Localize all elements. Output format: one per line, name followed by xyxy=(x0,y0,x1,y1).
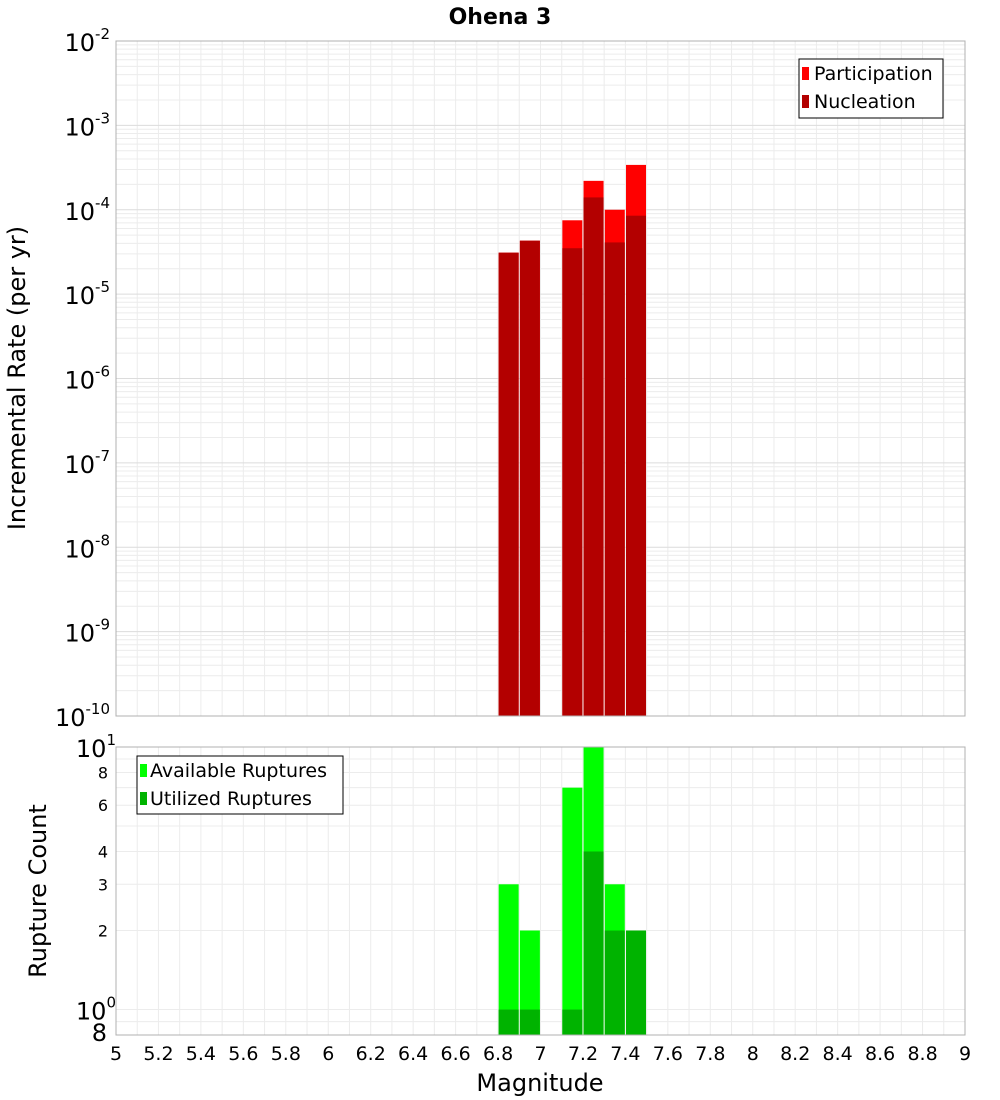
top-legend-box xyxy=(798,58,944,119)
x-tick-label: 8.6 xyxy=(865,1043,895,1065)
legend-swatch-available xyxy=(140,764,147,777)
top-bar-nucleation xyxy=(498,252,519,716)
top-y-tick-label: 10-10 xyxy=(55,700,110,732)
bottom-bar-utilized-ruptures xyxy=(498,1009,519,1035)
legend-swatch-participation xyxy=(802,67,809,80)
x-tick-label: 8.8 xyxy=(907,1043,937,1065)
legend-label-participation: Participation xyxy=(814,63,933,85)
top-y-tick-label: 10-2 xyxy=(64,25,110,57)
legend-swatch-nucleation xyxy=(802,95,809,108)
x-tick-label: 5.6 xyxy=(228,1043,258,1065)
x-tick-labels: 5 5.2 5.4 5.6 5.8 6 6.2 6.4 6.6 6.8 7 7.2 7.4 7.6 7.8 8… xyxy=(110,1043,971,1065)
bottom-bar-utilized-ruptures xyxy=(519,1009,540,1035)
bottom-bar-utilized-ruptures xyxy=(583,851,604,1035)
top-y-tick-label: 10-4 xyxy=(64,194,110,226)
top-y-tick-label: 10-5 xyxy=(64,278,110,310)
top-bar-nucleation xyxy=(583,197,604,717)
top-y-ticks: 10-2 10-3 10-4 10-5 10-6 10-7 10-8 10-9 10-10 xyxy=(55,25,110,732)
top-y-tick-label: 10-6 xyxy=(64,363,110,395)
x-axis-label: Magnitude xyxy=(476,1069,603,1097)
bottom-y-major-tick-label: 100 xyxy=(76,994,116,1026)
x-tick-label: 6.6 xyxy=(440,1043,470,1065)
top-y-tick-label: 10-3 xyxy=(64,109,110,141)
x-tick-label: 5.4 xyxy=(186,1043,216,1065)
bottom-y-major-tick-label: 101 xyxy=(76,731,116,763)
x-tick-label: 6.4 xyxy=(398,1043,428,1065)
top-bar-nucleation xyxy=(519,240,540,717)
x-tick-label: 5.8 xyxy=(271,1043,301,1065)
x-tick-label: 7.4 xyxy=(610,1043,640,1065)
bottom-bar-available-ruptures xyxy=(562,787,583,1035)
bottom-plot-frame xyxy=(115,746,966,1036)
top-y-tick-label: 10-7 xyxy=(64,447,110,479)
x-tick-label: 8 xyxy=(747,1043,759,1065)
bottom-y-tick-label: 4 xyxy=(98,842,108,861)
x-tick-label: 7 xyxy=(534,1043,546,1065)
x-tick-label: 6.8 xyxy=(483,1043,513,1065)
x-tick-label: 7.2 xyxy=(568,1043,598,1065)
legend-label-available: Available Ruptures xyxy=(150,760,327,782)
top-grid xyxy=(115,41,966,717)
bottom-y-tick-label: 6 xyxy=(98,796,108,815)
bottom-bars xyxy=(498,747,647,1035)
x-tick-label: 8.2 xyxy=(780,1043,810,1065)
top-y-axis-label: Incremental Rate (per yr) xyxy=(3,226,31,530)
bottom-bar-utilized-ruptures xyxy=(604,930,625,1035)
bottom-y-tick-label: 2 xyxy=(98,922,108,941)
top-bar-nucleation xyxy=(562,248,583,717)
x-tick-label: 6 xyxy=(322,1043,334,1065)
legend-label-nucleation: Nucleation xyxy=(814,91,916,113)
bottom-bar-utilized-ruptures xyxy=(562,1009,583,1035)
top-plot-frame xyxy=(115,40,966,717)
bottom-bar-utilized-ruptures xyxy=(626,930,647,1035)
chart-title: Ohena 3 xyxy=(449,5,552,30)
bottom-y-tick-label: 8 xyxy=(98,763,108,782)
bottom-legend: Available Ruptures Utilized Ruptures xyxy=(136,755,344,815)
top-bar-nucleation xyxy=(604,242,625,716)
x-tick-label: 5 xyxy=(110,1043,122,1065)
bottom-y-tick-label: 3 xyxy=(98,875,108,894)
x-tick-label: 9 xyxy=(959,1043,971,1065)
x-tick-label: 6.2 xyxy=(356,1043,386,1065)
x-tick-label: 8.4 xyxy=(823,1043,853,1065)
bottom-legend-box xyxy=(136,755,344,815)
bottom-bar-available-ruptures xyxy=(519,930,540,1035)
top-y-tick-label: 10-8 xyxy=(64,531,110,563)
bottom-bar-available-ruptures xyxy=(498,884,519,1035)
top-bars xyxy=(498,164,647,717)
legend-label-utilized: Utilized Ruptures xyxy=(150,788,312,810)
top-legend: Participation Nucleation xyxy=(798,58,944,119)
bottom-y-tick-label: 8 xyxy=(92,1019,107,1047)
legend-swatch-utilized xyxy=(140,792,147,805)
x-tick-label: 5.2 xyxy=(143,1043,173,1065)
x-tick-label: 7.6 xyxy=(653,1043,683,1065)
x-tick-label: 7.8 xyxy=(695,1043,725,1065)
top-bar-nucleation xyxy=(626,215,647,717)
top-y-tick-label: 10-9 xyxy=(64,616,110,648)
bottom-y-axis-label: Rupture Count xyxy=(24,804,52,978)
